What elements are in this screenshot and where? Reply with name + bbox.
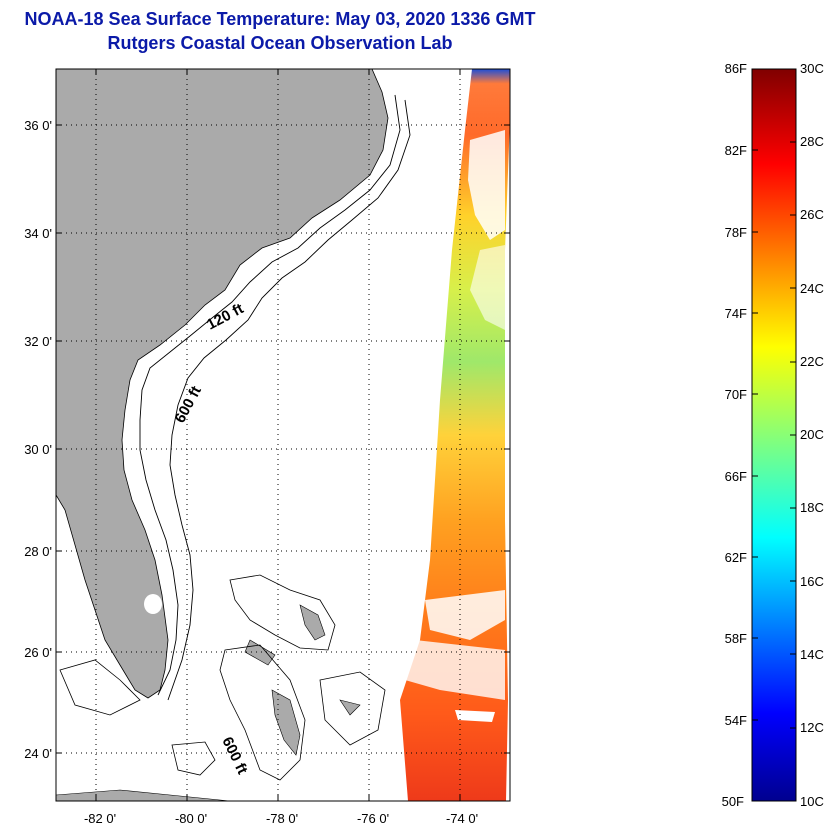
cloud-mask (468, 130, 505, 240)
colorbar-f-label: 58F (725, 631, 747, 646)
colorbar-f-label: 74F (725, 306, 747, 321)
colorbar-c-label: 30C (800, 61, 824, 76)
isobath-120ft (139, 94, 401, 696)
colorbar-c-label: 18C (800, 500, 824, 515)
colorbar-c-label: 28C (800, 134, 824, 149)
isobath-bahamas (319, 671, 386, 746)
colorbar-ticks (752, 141, 796, 729)
colorbar-f-label: 70F (725, 387, 747, 402)
colorbar-f-label: 50F (722, 794, 744, 809)
cloud-mask (470, 245, 505, 330)
land-bahamas (339, 699, 361, 716)
isobath-bahamas (171, 741, 216, 776)
cloud-mask (405, 640, 505, 700)
colorbar (751, 68, 797, 802)
colorbar-f-label: 66F (725, 469, 747, 484)
land-us-southeast (56, 69, 389, 699)
colorbar-c-label: 12C (800, 720, 824, 735)
lat-tick-label: 36 0' (24, 118, 52, 133)
colorbar-c-label: 10C (800, 794, 824, 809)
lon-tick-labels: -82 0' -80 0' -78 0' -76 0' -74 0' (84, 811, 478, 826)
cloud-mask (455, 710, 495, 722)
colorbar-f-label: 62F (725, 550, 747, 565)
cloud-mask (425, 590, 505, 640)
map-title: NOAA-18 Sea Surface Temperature: May 03,… (24, 9, 536, 29)
lon-tick-label: -74 0' (446, 811, 478, 826)
land-bahamas (271, 689, 301, 756)
colorbar-f-labels: 86F 82F 78F 74F 70F 66F 62F 58F 54F 50F (722, 61, 747, 809)
colorbar-c-label: 26C (800, 207, 824, 222)
colorbar-f-label: 86F (725, 61, 747, 76)
colorbar-c-label: 22C (800, 354, 824, 369)
map-border (55, 68, 511, 802)
colorbar-c-label: 16C (800, 574, 824, 589)
lat-tick-label: 28 0' (24, 544, 52, 559)
land-bahamas (299, 604, 326, 641)
colorbar-c-label: 24C (800, 281, 824, 296)
colorbar-f-label: 82F (725, 143, 747, 158)
colorbar-c-label: 14C (800, 647, 824, 662)
lake-okeechobee (144, 594, 162, 614)
lat-tick-label: 26 0' (24, 645, 52, 660)
isobath-bahamas (229, 574, 336, 651)
colorbar-c-label: 20C (800, 427, 824, 442)
map-subtitle: Rutgers Coastal Ocean Observation Lab (107, 33, 453, 53)
colorbar-c-labels: 30C 28C 26C 24C 22C 20C 18C 16C 14C 12C … (800, 61, 824, 809)
frame-ticks (56, 69, 510, 801)
isobath-600ft (167, 99, 411, 701)
lat-tick-labels: 36 0' 34 0' 32 0' 30 0' 28 0' 26 0' 24 0… (24, 118, 52, 761)
lat-tick-label: 24 0' (24, 746, 52, 761)
lat-tick-label: 32 0' (24, 334, 52, 349)
lon-tick-label: -80 0' (175, 811, 207, 826)
isobath-bahamas (219, 644, 306, 781)
lat-tick-label: 34 0' (24, 226, 52, 241)
lon-tick-label: -78 0' (266, 811, 298, 826)
lat-tick-label: 30 0' (24, 442, 52, 457)
lon-tick-label: -82 0' (84, 811, 116, 826)
isobath-keys (59, 659, 141, 716)
colorbar-f-label: 78F (725, 225, 747, 240)
map-grid (56, 69, 510, 801)
lon-tick-label: -76 0' (357, 811, 389, 826)
colorbar-f-label: 54F (725, 713, 747, 728)
